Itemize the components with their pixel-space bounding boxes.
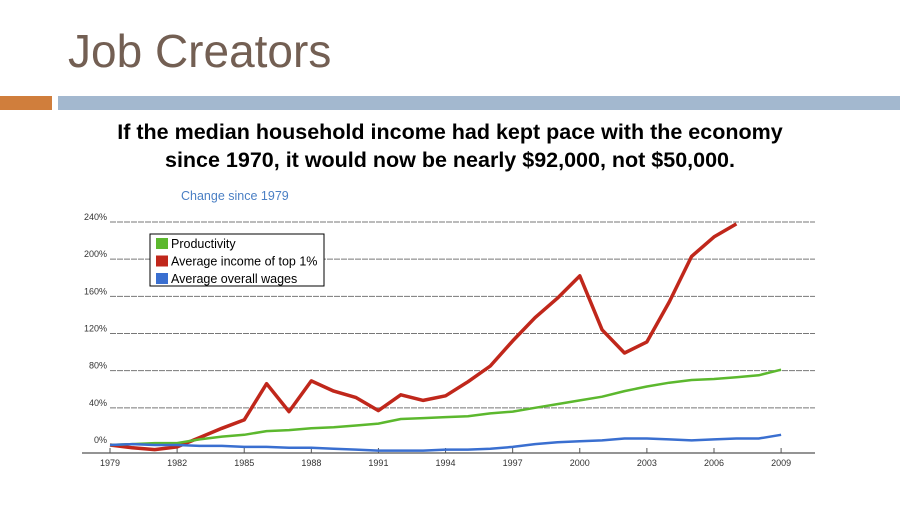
legend-label: Average overall wages xyxy=(171,272,297,286)
x-tick-label: 2000 xyxy=(570,458,590,468)
x-tick-label: 2009 xyxy=(771,458,791,468)
x-tick-label: 2006 xyxy=(704,458,724,468)
x-tick-label: 1991 xyxy=(368,458,388,468)
subtitle-line-2: since 1970, it would now be nearly $92,0… xyxy=(164,148,735,172)
x-tick-label: 1985 xyxy=(234,458,254,468)
x-tick-label: 2003 xyxy=(637,458,657,468)
legend-swatch xyxy=(156,255,168,267)
y-tick-label: 200% xyxy=(84,249,107,259)
series-line-1 xyxy=(109,222,738,452)
slide-subtitle: If the median household income had kept … xyxy=(0,118,900,174)
legend-swatch xyxy=(156,273,168,284)
y-tick-label: 160% xyxy=(84,286,107,296)
header-bar xyxy=(58,96,900,110)
x-tick-label: 1997 xyxy=(503,458,523,468)
accent-bar xyxy=(0,96,52,110)
legend-swatch xyxy=(156,238,168,249)
slide-title: Job Creators xyxy=(68,25,332,77)
y-tick-label: 80% xyxy=(89,361,107,371)
legend-label: Average income of top 1% xyxy=(171,255,317,269)
x-tick-label: 1982 xyxy=(167,458,187,468)
y-tick-label: 0% xyxy=(94,435,107,445)
series-line-2 xyxy=(109,433,782,452)
x-tick-label: 1979 xyxy=(100,458,120,468)
y-tick-label: 240% xyxy=(84,212,107,222)
series-line-0 xyxy=(109,368,782,447)
y-tick-label: 40% xyxy=(89,398,107,408)
subtitle-line-1: If the median household income had kept … xyxy=(117,120,783,144)
x-tick-label: 1994 xyxy=(436,458,456,468)
y-tick-label: 120% xyxy=(84,324,107,334)
legend-label: Productivity xyxy=(171,237,236,251)
legend: Productivity Average income of top 1% Aver… xyxy=(149,233,325,287)
chart-title: Change since 1979 xyxy=(181,189,289,203)
x-tick-label: 1988 xyxy=(301,458,321,468)
